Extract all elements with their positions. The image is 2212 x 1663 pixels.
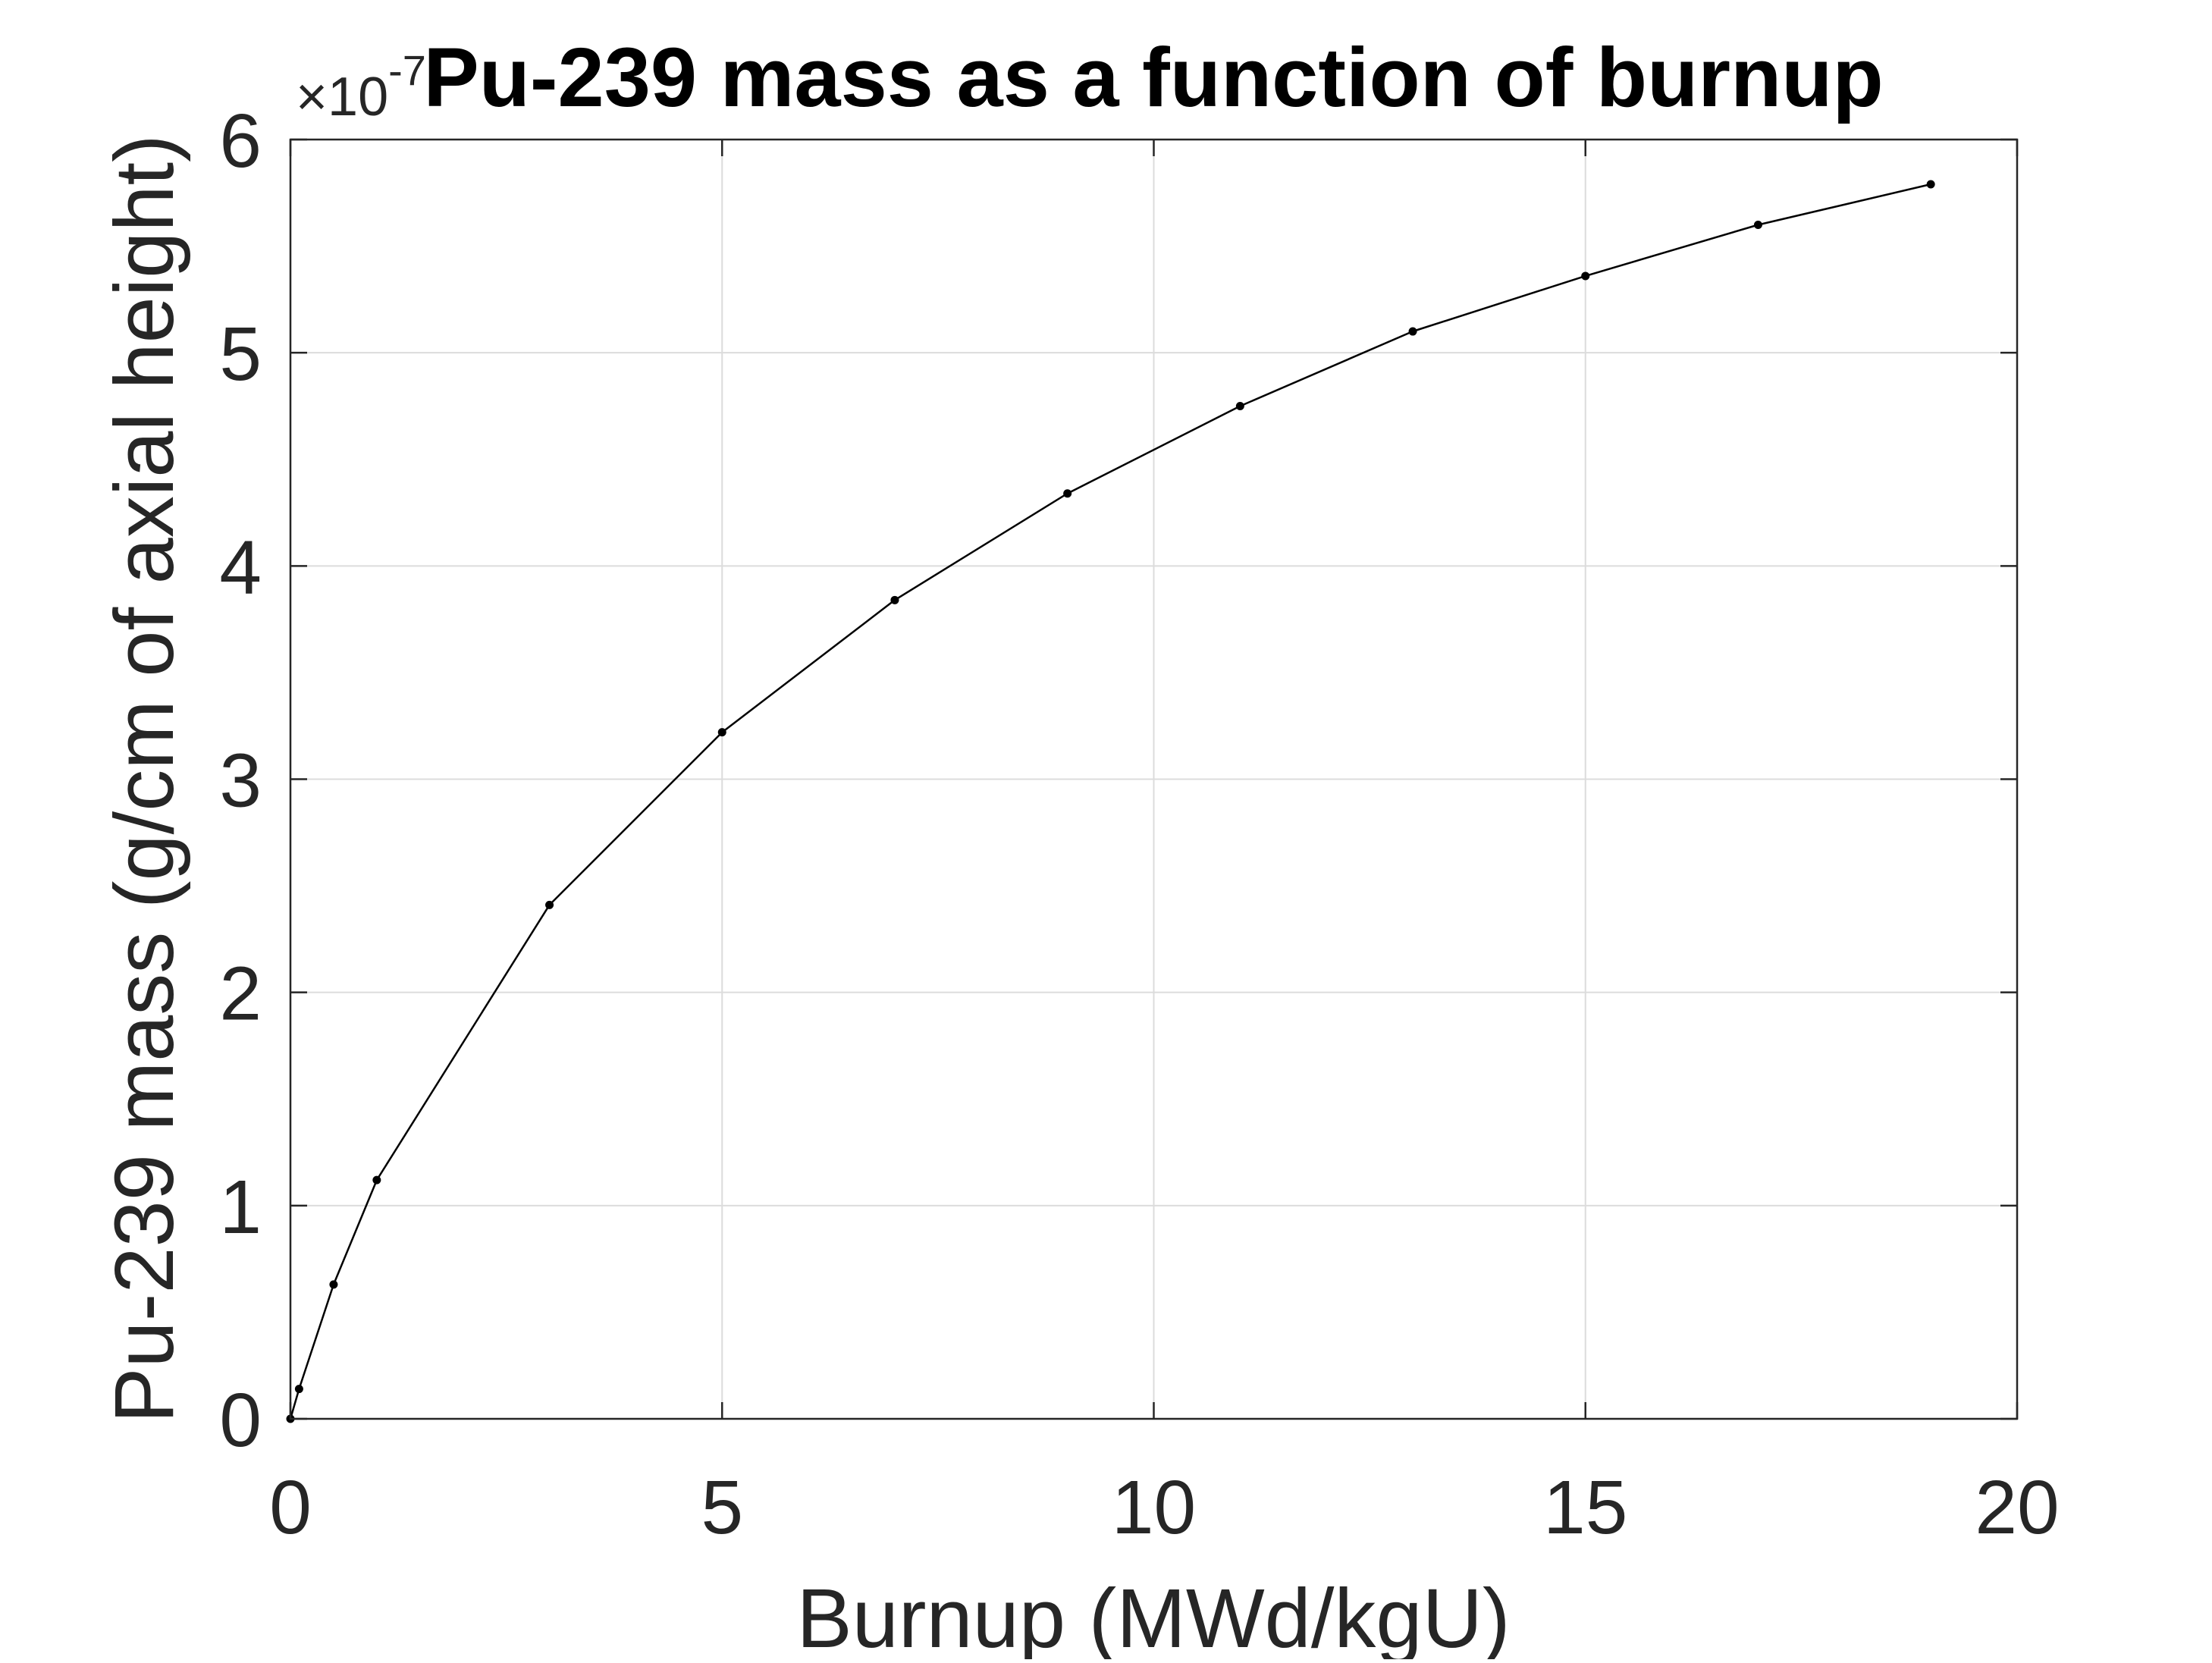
data-point	[1926, 180, 1935, 189]
grid	[290, 140, 2017, 1419]
data-point	[545, 900, 554, 909]
data-point	[1581, 271, 1590, 281]
data-point	[1235, 401, 1244, 410]
x-tick-label: 10	[1112, 1465, 1196, 1550]
x-tick-label: 0	[269, 1465, 312, 1550]
data-point	[717, 728, 726, 737]
data-point	[294, 1385, 303, 1394]
y-tick-labels: 0 1 2 3 4 5 6	[219, 99, 262, 1463]
data-point	[329, 1280, 338, 1289]
y-tick-label: 0	[219, 1378, 262, 1463]
chart-title: Pu-239 mass as a function of burnup	[423, 31, 1883, 124]
data-point	[1063, 489, 1072, 498]
data-point	[1408, 327, 1417, 336]
y-tick-label: 3	[219, 739, 262, 824]
y-exponent-label: ×10-7	[296, 46, 426, 127]
y-exponent-base: ×10	[296, 67, 388, 127]
data-point	[372, 1175, 381, 1184]
y-tick-label: 4	[219, 525, 262, 610]
series-layer	[286, 180, 1935, 1423]
y-tick-label: 1	[219, 1165, 262, 1250]
data-point	[1753, 220, 1762, 229]
axes-box	[289, 138, 2019, 1420]
x-tick-label: 5	[701, 1465, 743, 1550]
x-tick-label: 20	[1975, 1465, 2059, 1550]
y-axis-label: Pu-239 mass (g/cm of axial height)	[98, 134, 191, 1423]
y-tick-label: 2	[219, 952, 262, 1037]
y-exponent-power: -7	[388, 46, 426, 94]
x-axis-label: Burnup (MWd/kgU)	[796, 1572, 1510, 1659]
y-tick-label: 5	[219, 312, 262, 397]
x-tick-labels: 0 5 10 15 20	[269, 1465, 2059, 1550]
y-tick-label: 6	[219, 99, 262, 184]
data-point	[890, 595, 899, 604]
x-tick-label: 15	[1543, 1465, 1627, 1550]
